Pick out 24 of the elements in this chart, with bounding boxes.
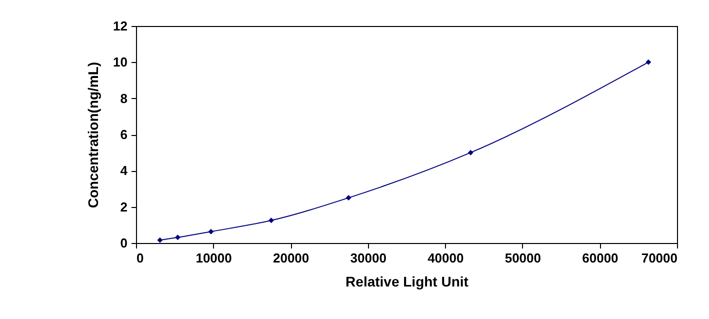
x-tick-label: 10000 (196, 250, 232, 266)
y-tick-label: 10 (113, 54, 128, 70)
point (157, 237, 163, 243)
point (468, 150, 474, 156)
x-tick-label: 0 (136, 250, 144, 266)
x-tick-label: 60000 (582, 250, 618, 266)
x-tick-label: 30000 (350, 250, 386, 266)
point (174, 234, 180, 240)
y-axis-title: Concentration(ng/mL) (85, 62, 102, 208)
point (268, 218, 274, 224)
point (346, 195, 352, 201)
y-tick-label: 4 (120, 163, 128, 178)
x-tick-label: 70000 (641, 250, 678, 266)
point (646, 59, 652, 65)
y-tick-label: 6 (120, 127, 128, 142)
y-tick-label: 2 (120, 199, 128, 214)
point (208, 228, 214, 234)
y-tick-label: 0 (120, 236, 128, 250)
x-axis-title: Relative Light Unit (346, 274, 469, 290)
y-tick-label: 8 (120, 90, 128, 106)
x-tick-label: 40000 (428, 250, 464, 266)
x-tick-label: 50000 (504, 250, 542, 266)
y-tick-label: 12 (113, 18, 128, 34)
x-tick-label: 20000 (272, 250, 310, 266)
